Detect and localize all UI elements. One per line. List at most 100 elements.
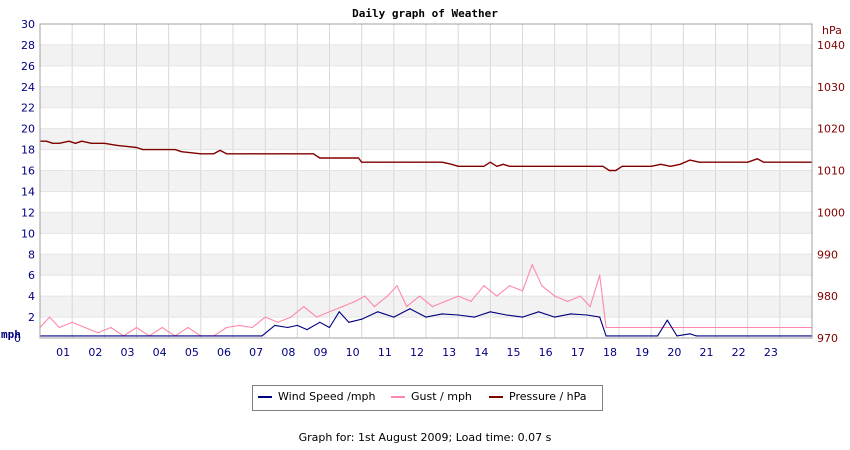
data-point-wind-speed-mph [689, 333, 691, 335]
left-tick-label: 20 [21, 123, 35, 136]
data-point-gust-mph [354, 300, 356, 302]
data-point-gust-mph [290, 316, 292, 318]
chart-title: Daily graph of Weather [352, 7, 498, 20]
data-point-gust-mph [251, 326, 253, 329]
data-point-pressure-hpa [280, 153, 282, 155]
x-tick-label: 09 [314, 346, 328, 359]
data-point-gust-mph [238, 324, 240, 326]
data-point-wind-speed-mph [599, 316, 601, 318]
data-point-pressure-hpa [361, 161, 363, 163]
data-point-pressure-hpa [81, 140, 83, 142]
legend-item-pressure: Pressure / hPa [489, 390, 587, 403]
data-point-pressure-hpa [319, 157, 321, 159]
data-point-pressure-hpa [621, 165, 623, 167]
data-point-wind-speed-mph [348, 321, 350, 323]
plot-frame [39, 23, 813, 339]
data-point-gust-mph [341, 306, 343, 308]
data-point-pressure-hpa [357, 157, 360, 159]
data-point-wind-speed-mph [425, 316, 427, 318]
data-point-gust-mph [589, 306, 591, 308]
data-point-pressure-hpa [441, 161, 443, 163]
x-tick-label: 13 [442, 346, 456, 359]
data-point-pressure-hpa [226, 153, 228, 155]
data-point-pressure-hpa [45, 140, 48, 142]
data-point-gust-mph [406, 306, 408, 308]
data-point-wind-speed-mph [538, 311, 540, 313]
left-tick-label: 22 [21, 102, 35, 115]
x-tick-label: 19 [635, 346, 649, 359]
data-point-gust-mph [566, 300, 569, 302]
data-point-gust-mph [135, 326, 138, 329]
x-tick-label: 17 [571, 346, 585, 359]
data-point-pressure-hpa [615, 169, 617, 172]
right-tick-label: 990 [817, 248, 838, 261]
data-point-wind-speed-mph [328, 326, 331, 329]
right-tick-label: 1040 [817, 39, 845, 52]
data-point-pressure-hpa [74, 142, 76, 144]
data-point-gust-mph [419, 295, 421, 297]
data-point-wind-speed-mph [657, 335, 659, 337]
data-point-gust-mph [496, 295, 498, 297]
data-point-pressure-hpa [174, 149, 176, 151]
data-point-gust-mph [97, 332, 99, 334]
data-point-pressure-hpa [679, 163, 681, 165]
x-tick-label: 12 [410, 346, 424, 359]
data-point-wind-speed-mph [586, 314, 588, 316]
left-tick-label: 12 [21, 206, 35, 219]
right-tick-label: 1000 [817, 206, 845, 219]
data-point-wind-speed-mph [377, 311, 379, 313]
data-point-gust-mph [49, 316, 51, 318]
data-point-pressure-hpa [312, 153, 314, 155]
data-point-pressure-hpa [509, 165, 511, 167]
data-point-pressure-hpa [602, 165, 604, 167]
data-point-pressure-hpa [457, 165, 459, 167]
data-point-pressure-hpa [660, 163, 662, 165]
x-tick-label: 01 [56, 346, 70, 359]
data-point-wind-speed-mph [554, 316, 556, 318]
data-point-gust-mph [470, 300, 472, 302]
left-tick-label: 2 [28, 311, 35, 324]
data-point-pressure-hpa [103, 142, 105, 144]
left-tick-label: 30 [21, 18, 35, 31]
data-point-wind-speed-mph [361, 318, 363, 320]
legend-label-wind: Wind Speed /mph [278, 390, 376, 403]
left-tick-label: 0 [14, 332, 21, 345]
data-point-gust-mph [84, 326, 86, 329]
data-point-gust-mph [187, 326, 189, 329]
data-point-pressure-hpa [377, 161, 379, 163]
x-tick-label: 16 [539, 346, 553, 359]
data-point-wind-speed-mph [521, 316, 524, 318]
data-point-pressure-hpa [213, 153, 215, 155]
data-point-pressure-hpa [90, 142, 93, 144]
x-tick-label: 21 [700, 346, 714, 359]
data-point-gust-mph [444, 300, 446, 302]
x-tick-label: 18 [603, 346, 617, 359]
data-point-gust-mph [457, 295, 459, 297]
data-point-wind-speed-mph [306, 329, 308, 331]
data-point-wind-speed-mph [473, 316, 475, 318]
data-point-gust-mph [71, 321, 73, 323]
data-point-pressure-hpa [345, 157, 347, 159]
y-axis-left-label: mph [1, 328, 21, 341]
legend: Wind Speed /mph Gust / mph Pressure / hP… [252, 385, 603, 411]
data-point-wind-speed-mph [319, 321, 321, 323]
data-point-gust-mph [328, 311, 331, 313]
series-layer [39, 140, 813, 337]
data-point-gust-mph [373, 306, 376, 308]
data-point-pressure-hpa [180, 151, 183, 153]
data-point-gust-mph [431, 306, 433, 308]
right-tick-label: 970 [817, 332, 838, 345]
x-tick-label: 10 [346, 346, 360, 359]
data-point-wind-speed-mph [296, 324, 298, 326]
legend-swatch-gust [391, 396, 405, 398]
data-point-pressure-hpa [521, 165, 524, 167]
data-point-gust-mph [58, 326, 60, 329]
legend-item-gust: Gust / mph [391, 390, 472, 403]
data-point-pressure-hpa [483, 165, 485, 167]
data-point-wind-speed-mph [570, 313, 572, 315]
data-point-pressure-hpa [502, 163, 504, 165]
left-tick-label: 18 [21, 144, 35, 157]
data-point-gust-mph [521, 290, 524, 292]
left-tick-label: 4 [28, 290, 35, 303]
